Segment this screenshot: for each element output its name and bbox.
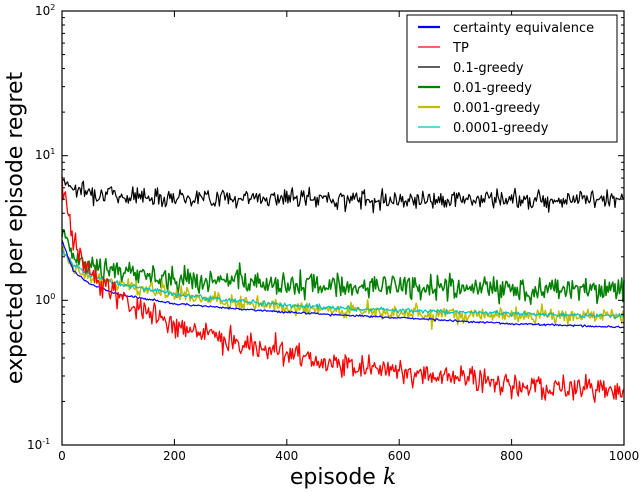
x-axis-label: episode k: [290, 465, 396, 490]
x-tick-1000: 1000: [609, 449, 640, 463]
legend-item: 0.1-greedy: [418, 61, 524, 76]
legend-label: 0.1-greedy: [453, 61, 524, 76]
x-tick-labels: 0 200 400 600 800 1000: [58, 449, 639, 463]
series-0.0001-greedy: [61, 250, 625, 320]
legend-label: certainty equivalence: [453, 21, 594, 36]
legend-item: certainty equivalence: [418, 21, 594, 36]
series-certainty-equivalence: [61, 240, 625, 329]
series-0.01-greedy: [61, 228, 625, 306]
legend-box: [406, 14, 618, 143]
y-tick-1: 100: [35, 292, 55, 307]
axis-ticks: [61, 11, 625, 446]
x-tick-200: 200: [163, 449, 186, 463]
y-axis-label: expected per episode regret: [3, 72, 28, 385]
legend-item: TP: [418, 41, 469, 56]
legend-label: TP: [452, 41, 469, 56]
plot-frame: [61, 10, 625, 446]
series-TP: [61, 176, 625, 403]
y-tick-0.1: 10-1: [27, 437, 50, 452]
y-tick-100: 102: [35, 3, 55, 18]
legend: certainty equivalence TP 0.1-greedy 0.01-gr…: [406, 14, 618, 143]
x-tick-400: 400: [275, 449, 298, 463]
series-0.1-greedy: [61, 178, 625, 214]
x-tick-600: 600: [388, 449, 411, 463]
legend-item: 0.0001-greedy: [418, 121, 549, 136]
x-tick-800: 800: [500, 449, 523, 463]
legend-label: 0.01-greedy: [453, 81, 532, 96]
y-tick-10: 101: [35, 147, 55, 162]
series-0.001-greedy: [61, 245, 625, 330]
series-layer: [61, 176, 625, 403]
legend-label: 0.0001-greedy: [453, 121, 549, 136]
legend-label: 0.001-greedy: [453, 101, 540, 116]
legend-item: 0.001-greedy: [418, 101, 540, 116]
y-tick-labels: 102 101 100 10-1: [27, 3, 55, 452]
legend-item: 0.01-greedy: [418, 81, 532, 96]
x-tick-0: 0: [58, 449, 66, 463]
